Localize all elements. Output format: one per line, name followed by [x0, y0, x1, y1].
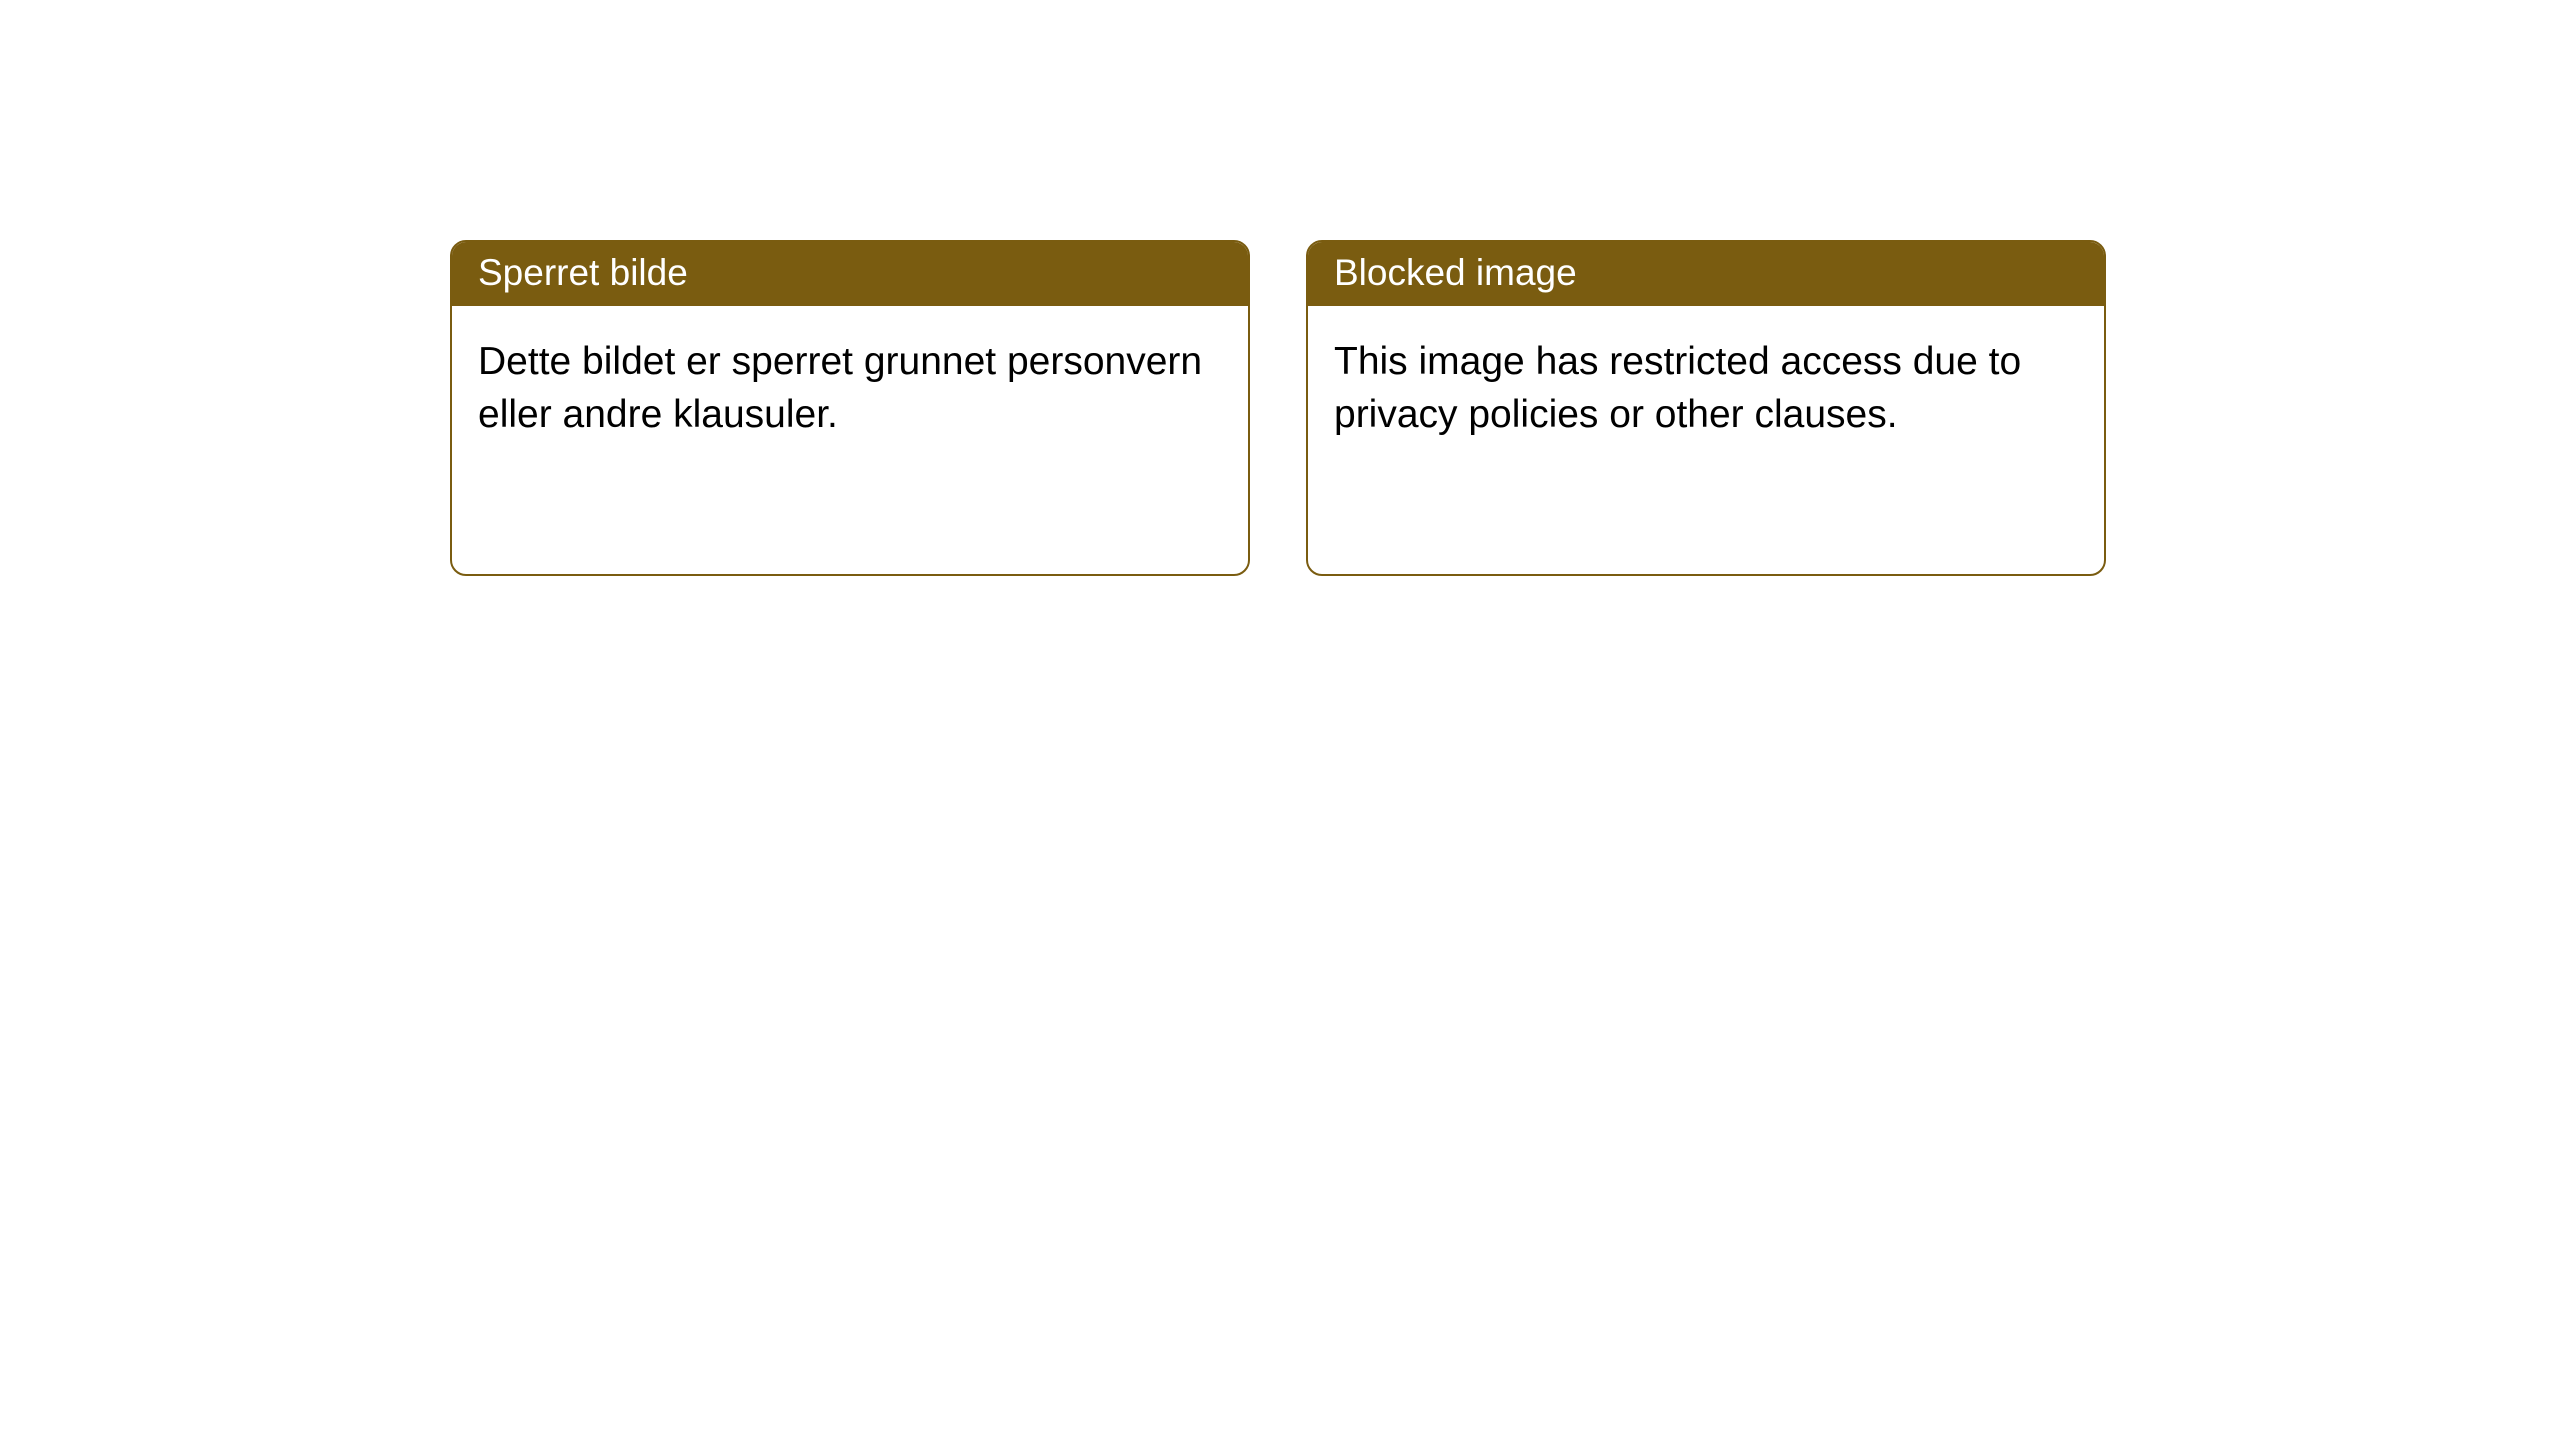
notice-card-norwegian: Sperret bilde Dette bildet er sperret gr…	[450, 240, 1250, 576]
notice-card-title: Blocked image	[1308, 242, 2104, 306]
notice-card-body: This image has restricted access due to …	[1308, 306, 2104, 471]
notice-card-english: Blocked image This image has restricted …	[1306, 240, 2106, 576]
notice-card-title: Sperret bilde	[452, 242, 1248, 306]
notice-card-body: Dette bildet er sperret grunnet personve…	[452, 306, 1248, 471]
notice-cards-container: Sperret bilde Dette bildet er sperret gr…	[450, 240, 2560, 576]
